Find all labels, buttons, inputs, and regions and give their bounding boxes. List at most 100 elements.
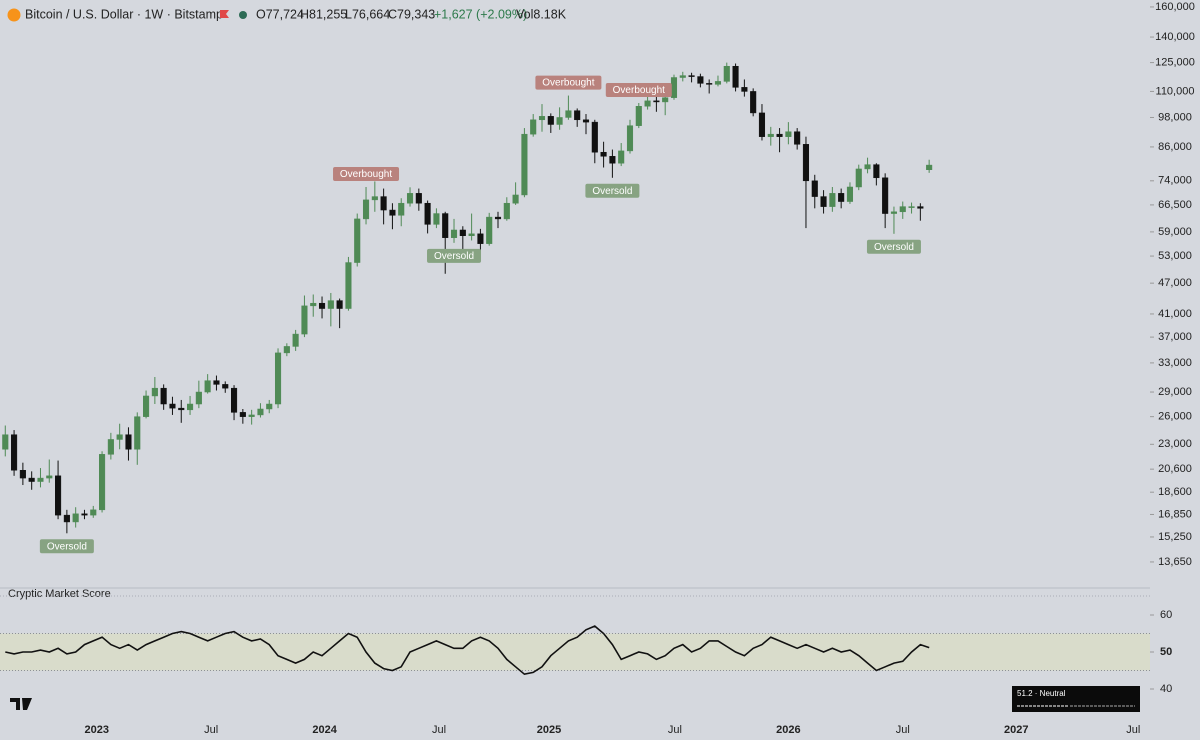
candle-body: [512, 194, 519, 204]
candle-body: [785, 131, 792, 137]
candle-body: [274, 352, 282, 405]
candle-body: [107, 439, 114, 455]
candle-body: [72, 513, 79, 523]
candle-body: [169, 403, 176, 409]
candle-body: [758, 112, 766, 137]
candle-body: [750, 91, 757, 114]
candle-body: [292, 333, 299, 347]
y-tick-label: 16,850: [1158, 508, 1192, 520]
candle-body: [565, 110, 572, 118]
candle-body: [143, 395, 150, 417]
y-tick-label: 140,000: [1155, 31, 1195, 43]
candle-body: [310, 302, 317, 307]
candle-body: [574, 110, 581, 121]
candle-body: [653, 100, 660, 103]
status-label: 51.2 · Neutral: [1017, 689, 1066, 698]
candle-body: [239, 412, 246, 417]
candle-body: [864, 164, 871, 170]
candle-body: [820, 196, 827, 207]
candle-body: [380, 196, 387, 211]
candle-body: [899, 206, 906, 213]
candle-body: [732, 65, 739, 88]
candle-body: [301, 305, 308, 335]
y-tick-label: 13,650: [1158, 556, 1192, 568]
candle-body: [63, 514, 70, 523]
y-tick-label: 23,000: [1158, 438, 1192, 450]
candle-body: [873, 164, 880, 179]
y-tick-label: 50: [1160, 646, 1172, 658]
candle-body: [662, 97, 669, 103]
signal-label: Oversold: [47, 541, 87, 552]
y-tick-label: 160,000: [1155, 1, 1195, 13]
candle-body: [362, 199, 370, 220]
candle-body: [398, 202, 405, 216]
candle-body: [283, 346, 290, 354]
candle-body: [776, 133, 783, 137]
status-box: [1012, 686, 1140, 712]
candle-body: [503, 202, 510, 220]
candle-body: [230, 387, 238, 413]
signal-label: Overbought: [613, 85, 665, 96]
candle-body: [187, 403, 194, 411]
candle-body: [46, 475, 53, 479]
candle-body: [433, 213, 440, 225]
y-tick-label: 20,600: [1158, 463, 1192, 475]
candle-body: [450, 229, 458, 238]
signal-label: Overbought: [340, 169, 392, 180]
candle-body: [266, 403, 273, 410]
y-tick-label: 29,000: [1158, 386, 1192, 398]
candle-body: [222, 384, 229, 389]
candle-body: [2, 434, 9, 450]
y-tick-label: 37,000: [1158, 331, 1192, 343]
signal-label: Overbought: [542, 78, 594, 89]
candle-body: [547, 116, 554, 125]
y-tick-label: 74,000: [1158, 175, 1192, 187]
candle-body: [838, 193, 845, 202]
candle-body: [327, 300, 334, 309]
candle-body: [468, 233, 475, 236]
y-tick-label: 86,000: [1158, 141, 1192, 153]
flag-icon: [220, 10, 229, 18]
y-tick-label: 53,000: [1158, 250, 1192, 262]
candle-body: [116, 434, 123, 440]
candle-body: [538, 116, 546, 121]
y-tick-label: 110,000: [1156, 85, 1195, 97]
candle-body: [459, 229, 466, 236]
candle-body: [248, 414, 255, 417]
signal-badge: [605, 82, 672, 97]
candle-body: [195, 391, 202, 405]
status-dot: [239, 11, 247, 19]
candle-body: [204, 380, 211, 393]
candle-body: [424, 202, 431, 225]
x-tick-label: 2026: [776, 724, 800, 736]
candle-body: [714, 81, 722, 85]
candle-body: [618, 150, 625, 164]
candle-body: [415, 193, 422, 204]
x-tick-label: 2027: [1004, 724, 1028, 736]
candle-body: [530, 119, 537, 135]
candle-body: [882, 177, 889, 214]
quote-close: C79,343: [388, 7, 435, 21]
candle-body: [591, 121, 598, 153]
candle-body: [609, 156, 616, 164]
y-tick-label: 47,000: [1158, 277, 1192, 289]
candle-body: [442, 213, 449, 238]
candle-body: [521, 133, 528, 196]
quote-low: L76,664: [345, 7, 390, 21]
candle-body: [706, 83, 713, 85]
candle-body: [908, 206, 915, 208]
y-tick-label: 98,000: [1158, 111, 1192, 123]
signal-badge: [333, 166, 400, 181]
quote-open: O77,724: [256, 7, 304, 21]
candle-body: [336, 300, 343, 309]
signal-badge: [535, 75, 602, 90]
candle-body: [556, 117, 563, 125]
x-tick-label: Jul: [896, 724, 910, 736]
candle-body: [28, 477, 35, 482]
signal-label: Oversold: [434, 251, 474, 262]
y-tick-label: 41,000: [1158, 308, 1192, 320]
candle-body: [679, 75, 686, 78]
candle-body: [406, 193, 414, 204]
candle-body: [723, 65, 730, 82]
